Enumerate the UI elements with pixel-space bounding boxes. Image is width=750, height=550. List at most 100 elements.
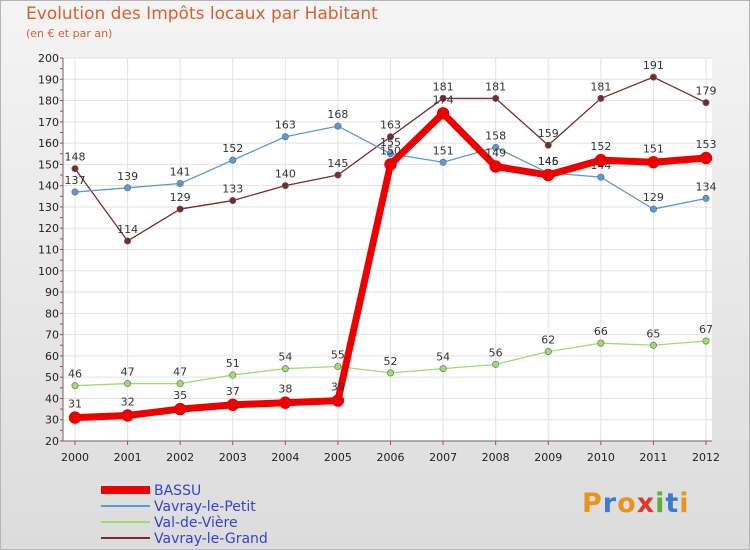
y-tick-label: 50: [45, 371, 59, 384]
data-label: 149: [485, 147, 506, 160]
data-point: [647, 156, 660, 169]
logo-letter: P: [582, 488, 603, 519]
x-tick-label: 2010: [587, 451, 615, 464]
data-point: [544, 141, 552, 149]
data-label: 67: [699, 323, 713, 336]
data-point: [173, 402, 187, 416]
x-tick-label: 2009: [534, 451, 562, 464]
logo-letter: o: [617, 488, 637, 519]
data-label: 37: [226, 385, 240, 398]
data-label: 134: [696, 180, 717, 193]
data-label: 155: [380, 136, 401, 149]
y-tick-label: 30: [45, 414, 59, 427]
data-label: 137: [65, 174, 86, 187]
logo-letter: x: [636, 488, 656, 519]
x-tick-label: 2011: [639, 451, 667, 464]
data-label: 168: [327, 108, 348, 121]
y-tick-label: 100: [38, 265, 59, 278]
x-tick-label: 2012: [692, 451, 720, 464]
data-point: [597, 94, 605, 102]
data-point: [281, 365, 289, 373]
data-label: 148: [65, 151, 86, 164]
data-label: 153: [696, 138, 717, 151]
x-tick-label: 2003: [219, 451, 247, 464]
data-point: [436, 107, 450, 120]
series-vavray-le-grand: 148 114 129 133 140 145 163 181 181 159 181 191 179: [65, 59, 717, 245]
data-point: [176, 180, 184, 188]
data-point: [542, 168, 555, 182]
legend-label: Vavray-le-Petit: [154, 499, 256, 515]
data-label: 114: [117, 223, 138, 236]
data-point: [281, 182, 289, 190]
data-label: 55: [331, 349, 345, 362]
data-label: 46: [68, 368, 82, 381]
legend-item: Vavray-le-Petit: [101, 499, 256, 515]
series-val-de-vi-re: 46 47 47 51 54 55 52 54 56 62 66 65 67: [68, 323, 713, 390]
data-label: 146: [538, 155, 559, 168]
data-point: [68, 411, 82, 424]
y-tick-label: 90: [45, 286, 59, 299]
data-point: [384, 158, 397, 171]
data-label: 56: [489, 346, 503, 359]
y-tick-label: 140: [38, 180, 59, 193]
data-label: 32: [121, 395, 135, 408]
data-label: 65: [646, 327, 660, 340]
data-label: 152: [590, 140, 611, 153]
grid-lines: [63, 57, 712, 442]
data-point: [124, 184, 132, 192]
data-point: [229, 197, 237, 205]
x-tick-label: 2005: [324, 451, 352, 464]
legend-item: BASSU: [101, 483, 201, 499]
data-label: 31: [68, 398, 82, 411]
data-point: [334, 363, 342, 371]
data-label: 54: [278, 351, 292, 364]
data-point: [124, 237, 132, 245]
y-tick-label: 110: [38, 244, 59, 257]
data-point: [702, 337, 710, 345]
data-point: [702, 194, 710, 202]
y-tick-label: 60: [45, 350, 59, 363]
data-label: 47: [121, 366, 135, 379]
data-point: [71, 165, 79, 173]
data-point: [439, 158, 447, 166]
data-label: 62: [541, 334, 555, 347]
data-point: [597, 339, 605, 347]
series-vavray-le-petit: 137139141152163168155151158146144129134: [65, 108, 717, 213]
data-label: 158: [485, 129, 506, 142]
data-label: 151: [643, 142, 664, 155]
data-label: 163: [275, 119, 296, 132]
y-tick-label: 170: [38, 116, 59, 129]
y-tick-label: 120: [38, 222, 59, 235]
y-tick-label: 180: [38, 95, 59, 108]
data-point: [71, 188, 79, 196]
data-point: [649, 73, 657, 81]
x-tick-label: 2004: [271, 451, 299, 464]
data-point: [492, 143, 500, 151]
x-tick-label: 2007: [429, 451, 457, 464]
data-label: 191: [643, 59, 664, 72]
data-point: [699, 151, 713, 165]
data-label: 133: [222, 183, 243, 196]
y-tick-label: 150: [38, 158, 59, 171]
data-point: [649, 205, 657, 213]
chart-title: Evolution des Impôts locaux par Habitant: [26, 4, 378, 24]
x-tick-label: 2001: [114, 451, 142, 464]
data-point: [226, 398, 239, 412]
data-point: [229, 156, 237, 164]
data-label: 129: [643, 191, 664, 204]
data-label: 152: [222, 142, 243, 155]
logo-letter: i: [655, 488, 666, 519]
x-tick-label: 2000: [61, 451, 89, 464]
data-point: [439, 94, 447, 102]
data-label: 139: [117, 170, 138, 183]
y-tick-label: 200: [38, 52, 59, 65]
data-point: [281, 133, 289, 141]
y-axis-tick-labels: 20 30 40 50 60 70 80 90 100 110 120 130 140 150 160 170…: [38, 52, 59, 448]
data-point: [386, 133, 394, 141]
data-point: [331, 394, 345, 407]
x-tick-label: 2008: [482, 451, 510, 464]
data-label: 179: [696, 85, 717, 98]
data-point: [71, 382, 79, 390]
